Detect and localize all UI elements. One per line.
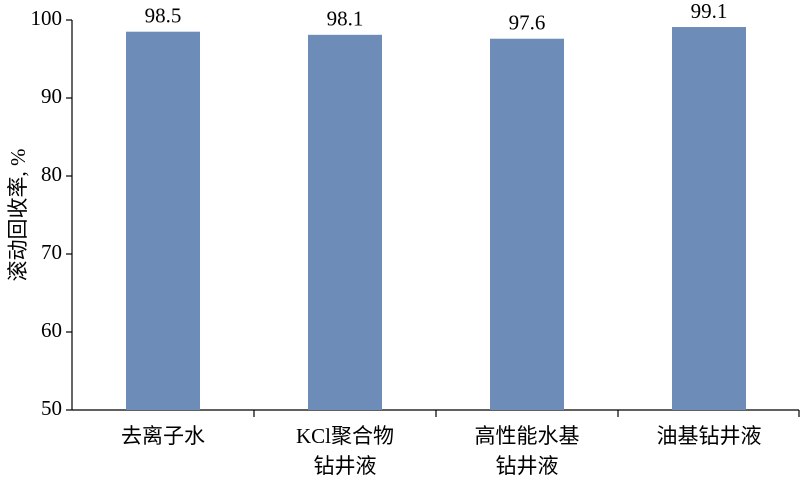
bar (126, 31, 200, 410)
y-tick-label: 80 (41, 162, 62, 186)
bar (672, 27, 746, 411)
x-tick-label: 去离子水 (121, 424, 205, 448)
value-label: 98.1 (327, 7, 364, 31)
bar (308, 34, 382, 410)
y-tick-label: 70 (41, 240, 62, 264)
y-tick-label: 100 (31, 6, 63, 30)
y-tick-label: 60 (41, 318, 62, 342)
x-tick-label: KCl聚合物 (296, 424, 394, 448)
value-label: 97.6 (509, 11, 546, 35)
value-label: 98.5 (145, 4, 182, 28)
value-label: 99.1 (691, 0, 728, 23)
bar (490, 38, 564, 410)
x-tick-label: 钻井液 (496, 454, 559, 478)
x-tick-label: 高性能水基 (475, 424, 580, 448)
y-tick-label: 90 (41, 84, 62, 108)
y-tick-label: 50 (41, 396, 62, 420)
x-tick-label: 油基钻井液 (657, 424, 762, 448)
x-tick-label: 钻井液 (314, 454, 377, 478)
y-axis-label: 滚动回收率, % (6, 149, 30, 282)
